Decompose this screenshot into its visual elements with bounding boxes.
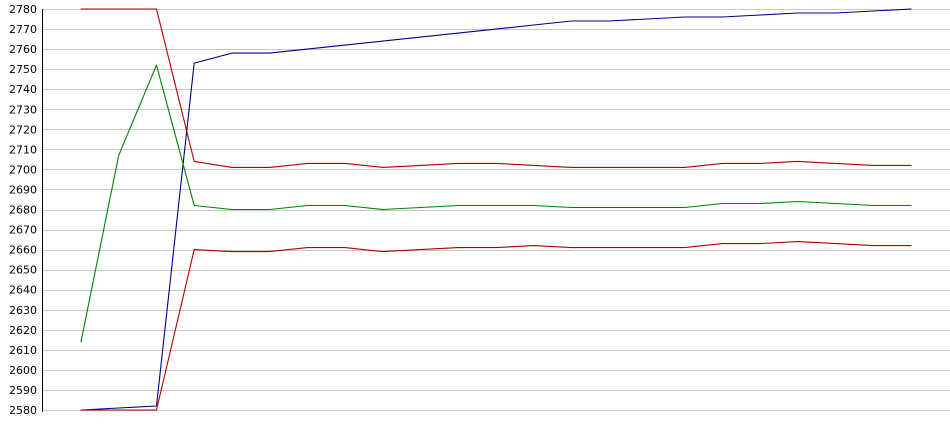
y-tick-label: 2630: [9, 304, 37, 317]
y-tick-label: 2700: [9, 163, 37, 176]
y-tick-label: 2760: [9, 43, 37, 56]
y-tick-label: 2680: [9, 204, 37, 217]
y-tick-label: 2710: [9, 143, 37, 156]
y-tick-label: 2740: [9, 83, 37, 96]
series-line-2: [80, 8, 912, 168]
y-tick-label: 2620: [9, 324, 37, 337]
y-tick-label: 2650: [9, 264, 37, 277]
y-tick-label: 2580: [9, 404, 37, 417]
y-tick-label: 2590: [9, 384, 37, 397]
gridlines: [42, 9, 950, 411]
y-axis-tick-labels: 2580 2590 2600 2610 2620 2630 2640 2650 2660 2670…: [9, 3, 37, 417]
y-tick-label: 2640: [9, 284, 37, 297]
y-tick-label: 2660: [9, 244, 37, 257]
y-tick-label: 2690: [9, 183, 37, 196]
series-line-4: [80, 241, 912, 411]
y-tick-label: 2720: [9, 123, 37, 136]
series-lines: [80, 8, 912, 411]
y-tick-label: 2670: [9, 224, 37, 237]
series-line-1: [80, 8, 912, 411]
y-tick-label: 2750: [9, 63, 37, 76]
y-tick-label: 2730: [9, 103, 37, 116]
y-tick-label: 2600: [9, 364, 37, 377]
y-tick-label: 2610: [9, 344, 37, 357]
y-tick-label: 2780: [9, 3, 37, 16]
series-line-3: [80, 64, 912, 343]
y-tick-label: 2770: [9, 23, 37, 36]
